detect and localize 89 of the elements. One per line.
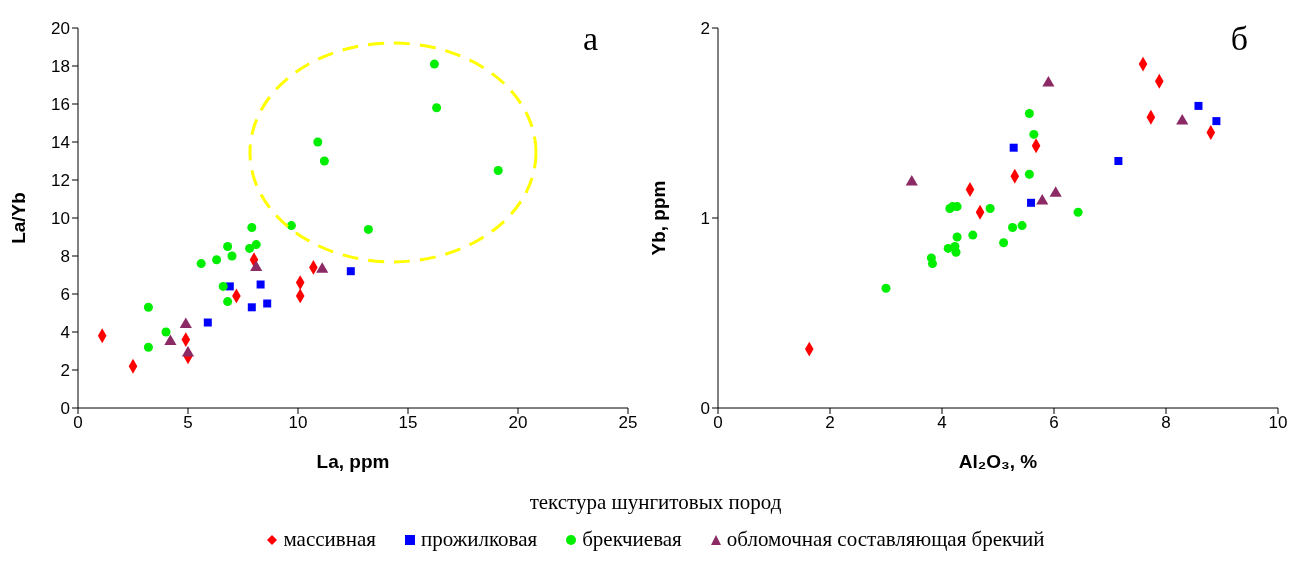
point [223,297,233,307]
y-tick-label: 6 [60,285,70,305]
annotation: а [582,20,598,58]
point [203,318,212,327]
point [143,342,153,352]
x-axis-title: Al₂O₃, % [958,451,1038,472]
annotation: б [1230,20,1248,58]
x-tick-label: 10 [288,413,308,433]
point [223,241,233,252]
y-tick-label: 1 [700,209,710,229]
y-tick-label: 20 [51,19,70,39]
point [1024,108,1034,119]
point [985,203,995,214]
point [927,259,937,269]
point [181,345,195,357]
y-axis-title: Yb, ppm [647,180,669,256]
point [1212,117,1221,126]
point [1036,193,1049,205]
point [256,280,265,289]
legend-label: массивная [282,527,376,552]
x-tick-label: 15 [398,413,418,433]
point [250,260,263,271]
y-tick-label: 12 [51,171,70,191]
point [1008,222,1018,233]
x-tick-label: 0 [713,413,723,433]
point [952,232,962,242]
x-tick-label: 8 [1161,413,1171,433]
point [286,221,296,231]
point [1009,143,1018,152]
point [951,247,961,257]
point [227,251,237,261]
point [1029,129,1039,139]
point [247,222,257,233]
x-tick-label: 10 [1268,413,1288,433]
x-tick-label: 5 [183,413,193,433]
y-tick-label: 14 [51,133,70,153]
x-tick-label: 6 [1049,413,1059,433]
y-tick-label: 0 [700,399,710,419]
y-tick-label: 8 [60,247,70,267]
point [263,299,272,308]
point [218,281,228,291]
point [319,156,329,166]
point [429,59,439,69]
y-axis-title: La/Yb [7,192,29,244]
point [212,255,222,265]
point [493,165,503,176]
point [1049,186,1062,197]
point [313,137,323,147]
y-tick-label: 2 [60,361,70,381]
point [179,317,192,328]
point [346,267,355,276]
legend-label: брекчиевая [581,527,682,552]
point [905,174,918,186]
y-tick-label: 10 [51,209,70,229]
point [1194,101,1203,110]
point [1027,198,1036,207]
y-tick-label: 0 [60,399,70,419]
x-tick-label: 4 [937,413,947,433]
point [999,238,1009,248]
y-tick-label: 2 [700,19,710,39]
legend-label: прожилковая [419,527,538,552]
point [881,283,891,293]
legend-title: текстура шунгитовых пород [528,490,783,515]
point [1042,76,1055,87]
y-tick-label: 16 [51,95,70,115]
point [1017,221,1027,231]
point [1073,207,1083,217]
y-tick-label: 18 [51,57,70,77]
x-tick-label: 20 [508,413,528,433]
point [1176,114,1189,125]
point [1114,157,1123,165]
point [245,243,255,253]
point [432,103,442,113]
point [143,302,153,312]
x-tick-label: 0 [73,413,83,433]
point [316,262,329,273]
point [363,224,373,234]
point [196,259,206,269]
point [164,334,177,346]
point [1024,169,1034,179]
legend-label: обломочная составляющая брекчий [725,527,1045,552]
y-tick-label: 4 [60,323,70,343]
point [247,303,256,312]
x-axis-title: La, ppm [316,451,390,472]
point [968,230,978,240]
x-tick-label: 2 [825,413,835,433]
x-tick-label: 25 [618,413,638,433]
point [251,240,261,250]
point [161,327,171,337]
